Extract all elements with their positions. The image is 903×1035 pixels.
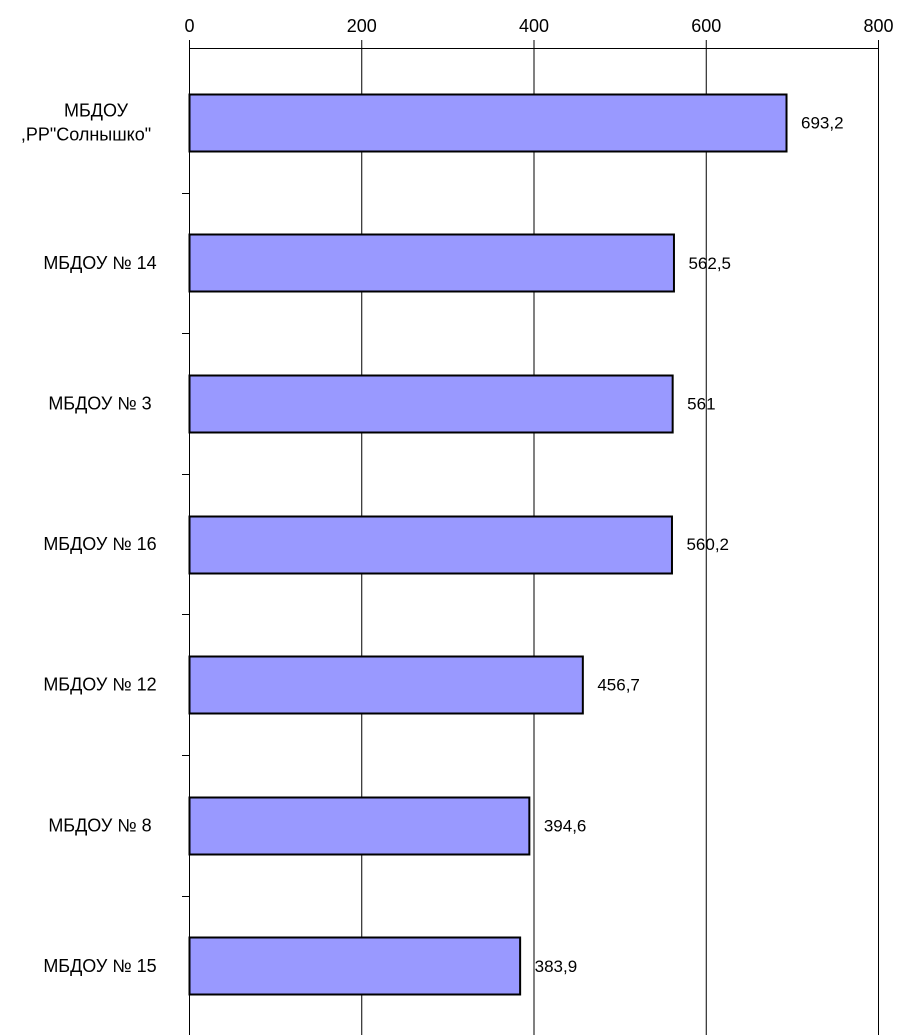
data-labels: 693,2 562,5 561 560,2 456,7 394,6 383,9 (535, 113, 844, 976)
bar-7 (188, 936, 522, 996)
data-label-4: 560,2 (686, 535, 729, 554)
x-tick-label-800: 800 (863, 16, 893, 36)
category-label-7: МБДОУ № 15 (43, 956, 156, 976)
bar-5 (188, 655, 584, 715)
x-tick-label-0: 0 (184, 16, 194, 36)
data-label-1: 693,2 (801, 113, 844, 132)
category-label-5: МБДОУ № 12 (43, 675, 156, 695)
x-tick-label-200: 200 (347, 16, 377, 36)
data-label-5: 456,7 (597, 676, 640, 695)
bars (188, 93, 788, 996)
data-label-6: 394,6 (544, 816, 587, 835)
bar-6 (188, 796, 531, 856)
category-label-1: МБДОУ ,РР"Солнышко" (21, 100, 151, 144)
category-label-2: МБДОУ № 14 (43, 253, 156, 273)
data-label-3: 561 (687, 395, 715, 414)
category-labels: МБДОУ ,РР"Солнышко" МБДОУ № 14 МБДОУ № 3 МБД… (21, 100, 157, 976)
x-tick-label-400: 400 (519, 16, 549, 36)
category-label-3: МБДОУ № 3 (48, 394, 151, 414)
bar-2 (188, 233, 675, 293)
x-tick-label-600: 600 (691, 16, 721, 36)
bar-1 (188, 93, 788, 153)
data-label-7: 383,9 (535, 957, 578, 976)
category-label-6: МБДОУ № 8 (48, 815, 151, 835)
bar-3 (188, 374, 674, 434)
bar-4 (188, 515, 673, 575)
category-label-4: МБДОУ № 16 (43, 534, 156, 554)
data-label-2: 562,5 (688, 254, 731, 273)
